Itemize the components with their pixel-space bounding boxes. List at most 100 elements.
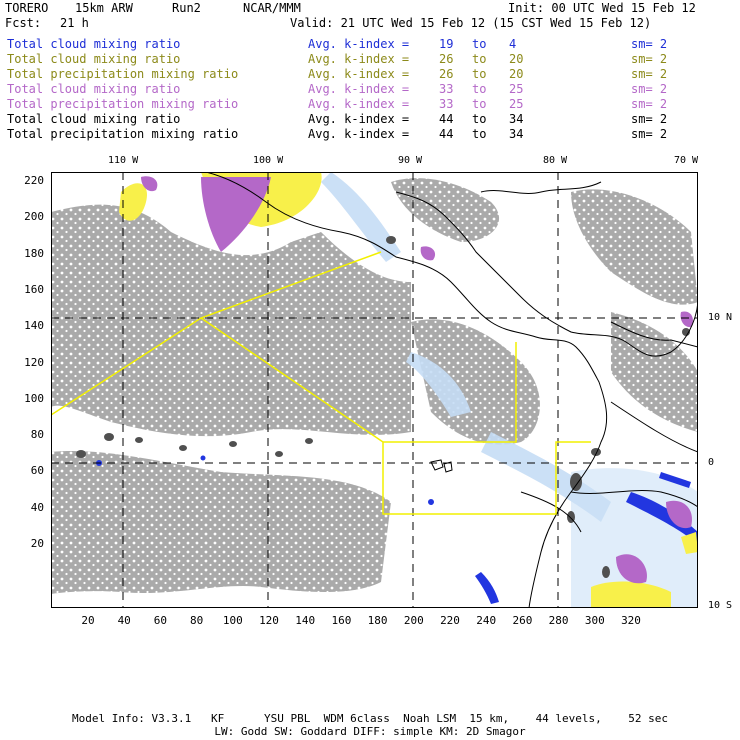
latitude-label: 10 N: [708, 312, 733, 323]
legend-smoothing: sm= 2: [631, 52, 668, 66]
grid-y-label: 100: [24, 391, 44, 405]
legend-to-word: to: [472, 127, 487, 141]
legend-smoothing: sm= 2: [631, 67, 668, 81]
grid-x-label: 260: [512, 614, 533, 627]
grid-y-label: 20: [30, 537, 44, 550]
grid-x-label: 140: [295, 614, 316, 627]
legend-to-word: to: [472, 97, 487, 111]
map-frame: [51, 172, 698, 608]
grid-x-label: 280: [548, 614, 569, 627]
legend-to-word: to: [472, 67, 487, 81]
grid-y-label: 140: [24, 319, 44, 333]
legend-to-word: to: [472, 112, 487, 126]
legend-label: Total precipitation mixing ratio: [7, 67, 239, 81]
domain-boundary: [51, 251, 591, 515]
legend-index: Avg. k-index =: [308, 127, 417, 141]
legend-label: Total precipitation mixing ratio: [7, 127, 239, 141]
legend-from: 26: [439, 67, 454, 81]
forecast-map: [51, 172, 698, 608]
legend-to-word: to: [472, 37, 487, 51]
longitude-label: 90 W: [398, 155, 423, 166]
legend-to: 34: [509, 127, 524, 141]
legend-from: 33: [439, 97, 454, 111]
grid-y-label: 200: [24, 210, 44, 224]
grid-y-label: 180: [24, 246, 44, 260]
grid-x-label: 80: [189, 614, 204, 627]
legend-index: Avg. k-index =: [308, 52, 417, 66]
legend-to-word: to: [472, 82, 487, 96]
legend-label: Total cloud mixing ratio: [7, 112, 181, 126]
legend-smoothing: sm= 2: [631, 82, 668, 96]
grid-x-label: 60: [153, 614, 168, 627]
legend-label: Total precipitation mixing ratio: [7, 97, 239, 111]
legend-smoothing: sm= 2: [631, 112, 668, 126]
model-resolution: 15km ARW: [75, 1, 133, 15]
legend-label: Total cloud mixing ratio: [7, 37, 181, 51]
lat-lon-grid: [51, 172, 698, 608]
organization: NCAR/MMM: [243, 1, 301, 15]
legend-to-word: to: [472, 52, 487, 66]
legend-smoothing: sm= 2: [631, 97, 668, 111]
grid-x-label: 20: [81, 614, 95, 627]
grid-x-label: 40: [117, 614, 131, 627]
forecast-label: Fcst:: [5, 16, 42, 30]
precip-field: [96, 455, 698, 604]
legend-from: 44: [439, 112, 454, 126]
legend-to: 25: [509, 82, 524, 96]
legend-from: 33: [439, 82, 454, 96]
grid-x-label: 220: [440, 614, 460, 627]
legend-from: 19: [439, 37, 454, 51]
grid-x-label: 320: [621, 614, 641, 627]
legend-to: 34: [509, 112, 524, 126]
legend-row: Total cloud mixing ratio Avg. k-index = 2…: [7, 52, 737, 67]
grid-y-label: 40: [30, 500, 44, 514]
grid-x-label: 120: [259, 614, 279, 627]
legend-to: 20: [509, 67, 524, 81]
grid-x-label: 300: [584, 614, 605, 627]
grid-y-label: 80: [30, 428, 44, 442]
grid-x-label: 160: [331, 614, 352, 627]
legend-label: Total cloud mixing ratio: [7, 82, 181, 96]
legend-row: Total precipitation mixing ratio Avg. k-i…: [7, 67, 737, 82]
legend-index: Avg. k-index =: [308, 112, 417, 126]
run-label: Run2: [172, 1, 201, 15]
legend-from: 26: [439, 52, 454, 66]
longitude-label: 110 W: [108, 155, 139, 166]
legend-from: 44: [439, 127, 454, 141]
grid-x-label: 180: [367, 614, 388, 627]
legend-index: Avg. k-index =: [308, 82, 417, 96]
latitude-label: 0: [708, 457, 715, 468]
grid-x-label: 240: [476, 614, 497, 627]
legend-to: 25: [509, 97, 524, 111]
model-info-line1: Model Info: V3.3.1 KF YSU PBL WDM 6class…: [71, 712, 669, 725]
legend-smoothing: sm= 2: [631, 37, 668, 51]
model-name: TORERO: [5, 1, 49, 15]
legend-to: 20: [509, 52, 524, 66]
forecast-hour: 21 h: [60, 16, 89, 30]
legend-label: Total cloud mixing ratio: [7, 52, 181, 66]
legend-row: Total cloud mixing ratio Avg. k-index = 3…: [7, 82, 737, 97]
latitude-label: 10 S: [708, 600, 733, 611]
legend-index: Avg. k-index =: [308, 67, 417, 81]
legend-index: Avg. k-index =: [308, 97, 417, 111]
valid-time: Valid: 21 UTC Wed 15 Feb 12 (15 CST Wed …: [290, 16, 652, 30]
model-info-line2: LW: Godd SW: Goddard DIFF: simple KM: 2D…: [214, 725, 526, 738]
legend-index: Avg. k-index =: [308, 37, 417, 51]
grid-y-label: 160: [24, 282, 44, 296]
grid-x-label: 100: [222, 614, 243, 627]
legend-row: Total precipitation mixing ratio Avg. k-i…: [7, 127, 737, 142]
longitude-label: 80 W: [543, 155, 568, 166]
grid-y-label: 60: [30, 464, 44, 478]
cloud-field: [51, 178, 698, 594]
legend-row: Total precipitation mixing ratio Avg. k-i…: [7, 97, 737, 112]
grid-y-label: 220: [24, 174, 44, 187]
grid-y-label: 120: [24, 355, 44, 369]
coastlines: [205, 172, 698, 608]
legend-smoothing: sm= 2: [631, 127, 668, 141]
longitude-label: 70 W: [674, 155, 699, 166]
legend-row: Total cloud mixing ratio Avg. k-index = 1…: [7, 37, 737, 52]
grid-x-label: 200: [403, 614, 424, 627]
legend-row: Total cloud mixing ratio Avg. k-index = 4…: [7, 112, 737, 127]
legend-to: 4: [509, 37, 517, 51]
init-time: Init: 00 UTC Wed 15 Feb 12: [508, 1, 696, 15]
